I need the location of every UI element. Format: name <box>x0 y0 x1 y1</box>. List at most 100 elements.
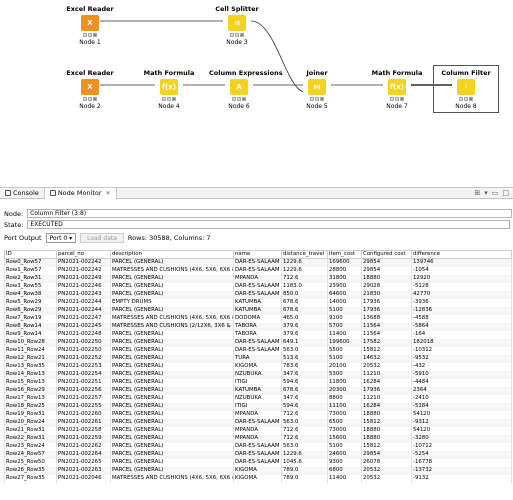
column-header[interactable]: description <box>110 250 234 259</box>
table-row[interactable]: Row23_Row24 PN2021-002262 PARCEL (GENERAL)… <box>4 442 512 451</box>
table-cell: PN2021-002243 <box>56 290 111 299</box>
menu-icon[interactable]: ▾ <box>484 189 488 197</box>
table-row[interactable]: Row17_Row13 PN2021-002257 PARCEL (GENERAL)… <box>4 394 512 403</box>
table-row[interactable]: Row1_Row57 PN2021-002242 MATRESSES AND CUS… <box>4 266 512 275</box>
table-cell: 5100 <box>327 442 362 451</box>
output-data-table[interactable]: ID parcel_no description name distance_trave… <box>4 250 512 483</box>
table-row[interactable]: Row24_Row57 PN2021-002264 PARCEL (GENERAL)… <box>4 450 512 459</box>
table-cell: TABORA <box>233 330 282 339</box>
table-row[interactable]: Row26_Row35 PN2021-002263 PARCEL (GENERAL)… <box>4 466 512 475</box>
table-row[interactable]: Row7_Row19 PN2021-002247 MATRESSES AND CUS… <box>4 314 512 323</box>
column-header[interactable]: distance_travel <box>281 250 328 259</box>
table-cell: -432 <box>411 362 512 371</box>
table-cell: 20100 <box>327 362 362 371</box>
table-row[interactable]: Row9_Row14 PN2021-002248 PARCEL (GENERAL) T… <box>4 330 512 339</box>
column-header[interactable]: difference <box>411 250 512 259</box>
table-row[interactable]: Row2_Row31 PN2021-002249 PARCEL (GENERAL) M… <box>4 274 512 283</box>
node-column-expressions-6[interactable]: Column Expressions A Node 6 <box>209 68 283 110</box>
table-row[interactable]: Row8_Row14 PN2021-002245 MATRESSES AND CUS… <box>4 322 512 331</box>
table-row[interactable]: Row25_Row50 PN2021-002265 PARCEL (GENERAL)… <box>4 458 512 467</box>
table-cell: -5910 <box>411 370 512 379</box>
table-cell: 64600 <box>327 290 362 299</box>
table-cell: 21830 <box>361 290 412 299</box>
table-cell: 379.6 <box>281 322 328 331</box>
table-cell: PN2021-002262 <box>56 442 111 451</box>
table-cell: 14632 <box>361 354 412 363</box>
node-label: Node 5 <box>306 103 328 110</box>
table-row[interactable]: Row19_Row31 PN2021-002260 PARCEL (GENERAL)… <box>4 410 512 419</box>
tab-node-monitor[interactable]: Node Monitor ✕ <box>43 187 117 199</box>
table-cell: PN2021-002250 <box>56 338 111 347</box>
node-status-light <box>83 97 97 101</box>
table-cell: PARCEL (GENERAL) <box>110 330 234 339</box>
node-math-formula-4[interactable]: Math Formula f(x) Node 4 <box>139 68 199 110</box>
table-row[interactable]: Row15_Row13 PN2021-002251 PARCEL (GENERAL)… <box>4 378 512 387</box>
table-row[interactable]: Row5_Row29 PN2021-002244 EMPTY DRUMS KATUMB… <box>4 298 512 307</box>
node-math-formula-7[interactable]: Math Formula f(x) Node 7 <box>367 68 427 110</box>
table-cell: PARCEL (GENERAL) <box>110 450 234 459</box>
maximize-icon[interactable]: □ <box>502 189 509 197</box>
table-cell: PN2021-002257 <box>56 394 111 403</box>
node-excel-reader-2[interactable]: Excel Reader X Node 2 <box>60 68 120 110</box>
table-row[interactable]: Row6_Row29 PN2021-002244 PARCEL (GENERAL) K… <box>4 306 512 315</box>
column-header[interactable]: Configured cost <box>361 250 412 259</box>
table-cell: 17582 <box>361 338 412 347</box>
table-row[interactable]: Row10_Row28 PN2021-002250 PARCEL (GENERAL)… <box>4 338 512 347</box>
table-row[interactable]: Row27_Row35 PN2021-002046 MATRESSES AND CU… <box>4 474 512 483</box>
table-cell: PN2021-002265 <box>56 458 111 467</box>
table-row[interactable]: Row21_Row31 PN2021-002258 PARCEL (GENERAL)… <box>4 426 512 435</box>
table-cell: MATRESSES AND CUSHIONS (4X6, 5X6, 6X6 & … <box>110 266 234 275</box>
table-cell: DAR-ES-SALAAM <box>233 258 282 267</box>
minimize-icon[interactable]: ▭ <box>491 189 499 197</box>
table-cell: -5184 <box>411 402 512 411</box>
node-column-filter-8[interactable]: Column Filter ⫶ Node 8 <box>433 65 499 113</box>
table-row[interactable]: Row16_Row29 PN2021-002256 PARCEL (GENERAL)… <box>4 386 512 395</box>
table-cell: 563.0 <box>281 442 328 451</box>
column-header[interactable]: item_cost <box>327 250 362 259</box>
table-row[interactable]: Row20_Row24 PN2021-002261 PARCEL (GENERAL)… <box>4 418 512 427</box>
pin-icon[interactable]: ⊞ <box>474 189 481 197</box>
table-cell: MATRESSES AND CUSHIONS (4X6, 5X6, 6X6 & … <box>110 314 234 323</box>
tab-console-label: Console <box>13 189 39 197</box>
table-cell: 465.0 <box>281 314 328 323</box>
tab-console[interactable]: Console <box>0 188 44 199</box>
table-cell: 54120 <box>411 426 512 435</box>
table-cell: 5700 <box>327 322 362 331</box>
table-row[interactable]: Row4_Row38 PN2021-002243 PARCEL (GENERAL) D… <box>4 290 512 299</box>
port-select[interactable]: Port 0 ▾ <box>45 233 77 243</box>
table-row[interactable]: Row14_Row13 PN2021-002254 PARCEL (GENERAL)… <box>4 370 512 379</box>
table-cell: Row19_Row31 <box>4 410 57 419</box>
table-row[interactable]: Row22_Row31 PN2021-002259 PARCEL (GENERAL)… <box>4 434 512 443</box>
column-header[interactable]: parcel_no <box>56 250 111 259</box>
table-row[interactable]: Row13_Row35 PN2021-002253 PARCEL (GENERAL)… <box>4 362 512 371</box>
table-cell: 31800 <box>327 274 362 283</box>
load-data-button[interactable]: Load data <box>80 233 124 243</box>
node-status-light <box>310 97 324 101</box>
node-excel-reader-1[interactable]: Excel Reader X Node 1 <box>60 4 120 46</box>
column-header[interactable]: ID <box>4 250 57 259</box>
tab-node-monitor-label: Node Monitor <box>57 189 102 197</box>
table-row[interactable]: Row3_Row55 PN2021-002246 PARCEL (GENERAL) D… <box>4 282 512 291</box>
table-cell: 5100 <box>327 354 362 363</box>
chevron-down-icon: ▾ <box>69 235 73 242</box>
table-row[interactable]: Row11_Row24 PN2021-002250 PARCEL (GENERAL)… <box>4 346 512 355</box>
close-icon[interactable]: ✕ <box>105 189 111 197</box>
table-row[interactable]: Row18_Row25 PN2021-002255 PARCEL (GENERAL)… <box>4 402 512 411</box>
node-joiner-5[interactable]: Joiner ⋈ Node 5 <box>287 68 347 110</box>
table-cell: 15812 <box>361 418 412 427</box>
table-row[interactable]: Row12_Row21 PN2021-002252 PARCEL (GENERAL)… <box>4 354 512 363</box>
table-cell: Row18_Row25 <box>4 402 57 411</box>
state-info-label: State: <box>4 220 24 229</box>
table-cell: Row27_Row35 <box>4 474 57 483</box>
node-info-label: Node: <box>4 209 24 218</box>
node-label: Node 8 <box>455 103 477 110</box>
node-cell-splitter-3[interactable]: Cell Splitter ⇉ Node 3 <box>207 4 267 46</box>
column-header[interactable]: name <box>233 250 282 259</box>
state-info-row: State: EXECUTED <box>4 220 511 229</box>
table-cell: 14000 <box>327 298 362 307</box>
table-cell: 1229.6 <box>281 258 328 267</box>
table-cell: 563.0 <box>281 346 328 355</box>
workflow-canvas[interactable]: Excel Reader X Node 1 Cell Splitter ⇉ No… <box>0 0 513 186</box>
table-row[interactable]: Row0_Row57 PN2021-002242 PARCEL (GENERAL) D… <box>4 258 512 267</box>
table-cell: Row11_Row24 <box>4 346 57 355</box>
